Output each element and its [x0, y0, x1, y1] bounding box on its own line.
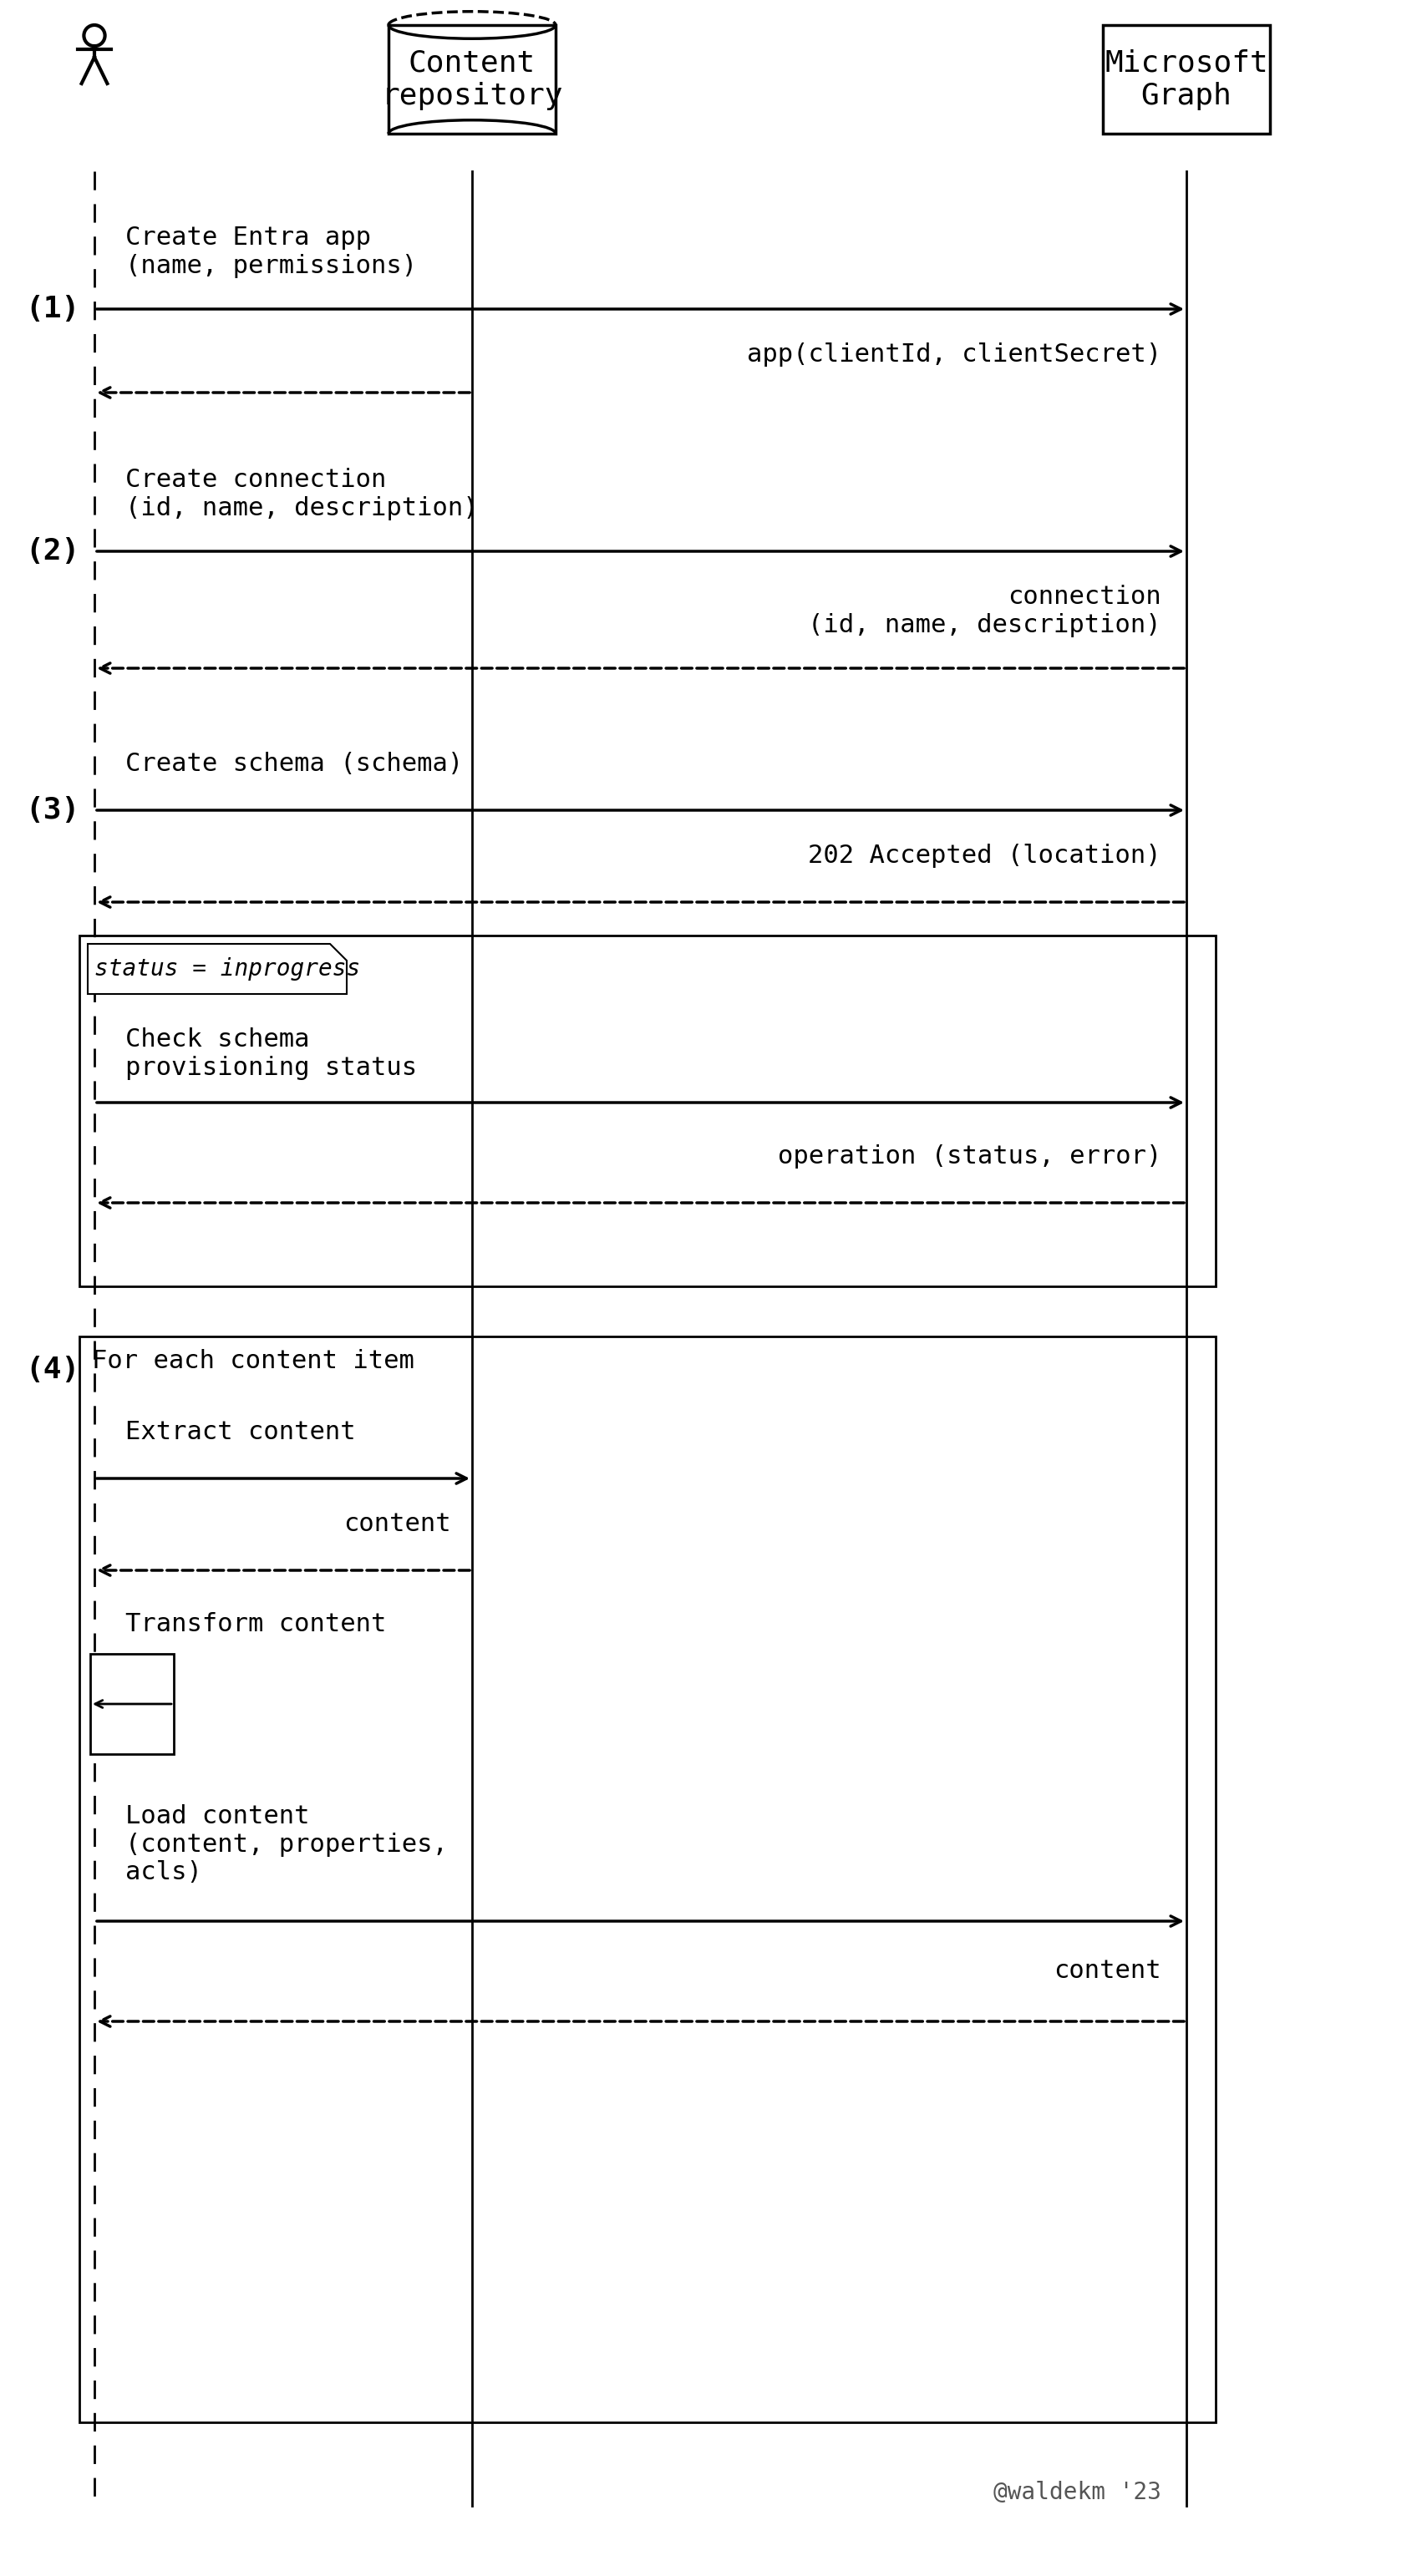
Text: Create connection
(id, name, description): Create connection (id, name, description…	[125, 469, 479, 520]
Text: @waldekm '23: @waldekm '23	[993, 2481, 1162, 2504]
Text: status = inprogress: status = inprogress	[95, 958, 360, 981]
Text: Microsoft
Graph: Microsoft Graph	[1105, 49, 1268, 111]
Text: Transform content: Transform content	[125, 1613, 387, 1636]
Text: connection
(id, name, description): connection (id, name, description)	[808, 585, 1162, 636]
Text: app(clientId, clientSecret): app(clientId, clientSecret)	[747, 343, 1162, 366]
Text: Create Entra app
(name, permissions): Create Entra app (name, permissions)	[125, 227, 417, 278]
Text: (1): (1)	[26, 294, 79, 322]
FancyBboxPatch shape	[91, 1654, 174, 1754]
Text: Load content
(content, properties,
acls): Load content (content, properties, acls)	[125, 1803, 448, 1886]
Text: (3): (3)	[26, 796, 79, 824]
Text: Create schema (schema): Create schema (schema)	[125, 752, 463, 775]
FancyBboxPatch shape	[388, 26, 555, 134]
Text: 202 Accepted (location): 202 Accepted (location)	[808, 842, 1162, 868]
Text: Extract content: Extract content	[125, 1419, 356, 1445]
Text: (2): (2)	[26, 536, 79, 567]
Text: content: content	[1054, 1958, 1162, 1984]
Text: Check schema
provisioning status: Check schema provisioning status	[125, 1028, 417, 1079]
Text: content: content	[344, 1512, 451, 1535]
Text: operation (status, error): operation (status, error)	[778, 1144, 1162, 1170]
Text: (4): (4)	[26, 1355, 79, 1383]
Text: For each content item: For each content item	[92, 1350, 414, 1373]
Polygon shape	[88, 943, 347, 994]
Text: Content
repository: Content repository	[381, 49, 563, 111]
FancyBboxPatch shape	[1102, 26, 1270, 134]
